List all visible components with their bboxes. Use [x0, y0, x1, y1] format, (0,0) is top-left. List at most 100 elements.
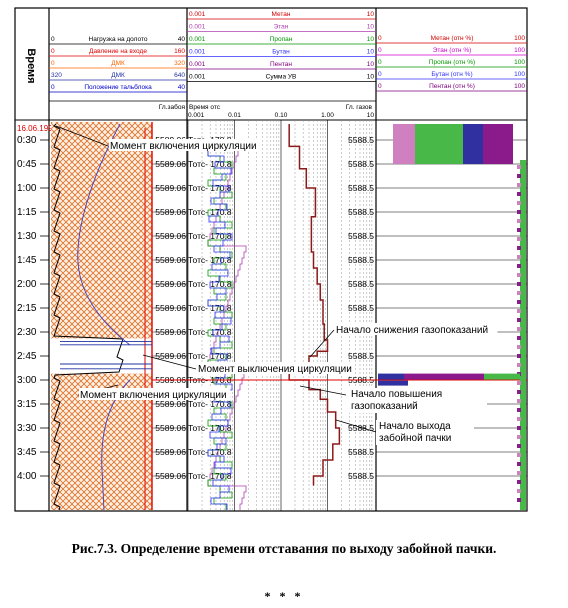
ratio-edge-mark [517, 345, 521, 349]
param-min: 0.001 [189, 11, 206, 18]
ratio-edge-mark [517, 390, 521, 394]
lag-time-label: Тотс- 170.8 [188, 447, 232, 457]
param-min: 0.001 [189, 61, 206, 68]
vertical-label: Время [25, 48, 37, 83]
gas-depth-label: 5588.5 [348, 471, 374, 481]
ratio-edge-mark [517, 489, 521, 493]
annotation-leader [309, 329, 335, 358]
param-name: Положение тальблока [84, 83, 152, 91]
ratio-edge-mark [517, 327, 521, 331]
lag-time-label: Тотс- 170.8 [188, 207, 232, 217]
outer-border [14, 7, 528, 512]
param-name: Давление на входе [89, 48, 147, 55]
wob-trace [53, 123, 124, 511]
param-max: 10 [367, 11, 375, 18]
ratio-edge-mark [517, 336, 521, 340]
ratio-edge-mark [517, 480, 521, 484]
ratio-edge-mark [517, 435, 521, 439]
param-max: 100 [514, 83, 525, 90]
param-max: 10 [367, 36, 375, 43]
param-max: 10 [367, 61, 375, 68]
gas-depth-label: 5588.5 [348, 423, 374, 433]
param-min: 0 [378, 59, 382, 66]
param-min: 0.001 [189, 49, 206, 56]
ratio-edge-mark [517, 399, 521, 403]
param-name: Нагрузка на долото [89, 36, 148, 43]
param-min: 0 [378, 35, 382, 42]
bit-depth-label: 5589.06 [155, 231, 186, 241]
bit-depth-label: 5589.06 [155, 351, 186, 361]
time-tick-label: 1:30 [17, 231, 37, 242]
ratio-edge-mark [517, 282, 521, 286]
lag-time-label: Тотс- 170.8 [188, 255, 232, 265]
lag-time-label: Тотс- 170.8 [188, 399, 232, 409]
ratio-edge-mark [517, 237, 521, 241]
param-min: 0 [51, 48, 55, 55]
gas-depth-label: 5588.5 [348, 231, 374, 241]
bit-depth-label: 5589.06 [155, 471, 186, 481]
param-min: 0 [378, 71, 382, 78]
circulation-hatch [51, 122, 152, 510]
param-name: Пентан [270, 61, 292, 68]
param-name: Метан (отн %) [431, 35, 474, 42]
annotation-text: забойной пачки [379, 432, 451, 444]
date-label: 16.06.199 [17, 124, 53, 133]
param-name: Пентан (отн %) [429, 83, 475, 90]
param-min: 0 [51, 60, 55, 67]
param-max: 40 [178, 84, 186, 91]
ratio-edge-mark [517, 264, 521, 268]
ratio-edge-mark [517, 255, 521, 259]
chart-body: 16.06.199 0:30 0:45 1:00 1:15 1:30 1:45 2:00 2:1… [17, 120, 527, 511]
lag-time-label: Тотс- 170.8 [188, 327, 232, 337]
col-time-label: Время отс [189, 104, 221, 111]
param-name: Сумма УВ [266, 74, 297, 81]
ratio-edge-mark [517, 273, 521, 277]
gas-depth-label: 5588.5 [348, 303, 374, 313]
annotation-text: Момент включения циркуляции [80, 390, 227, 401]
col-depth-label: Гл.забоя [159, 103, 186, 111]
time-tick-label: 4:00 [17, 471, 37, 482]
figure-caption: Рис.7.3. Определение времени отставания … [71, 541, 497, 556]
lag-time-label: Тотс- 170.8 [188, 303, 232, 313]
bit-depth-label: 5589.06 [155, 207, 186, 217]
ratio-edge-mark [517, 201, 521, 205]
param-name: Этан [274, 24, 289, 31]
annotation-leader [335, 419, 377, 433]
param-min: 320 [51, 72, 62, 79]
ratio-edge-mark [517, 354, 521, 358]
param-min: 0 [378, 47, 382, 54]
annotation-leader [142, 354, 197, 370]
ratio-edge-mark [517, 246, 521, 250]
log-tick-label: 0.01 [228, 112, 241, 119]
param-min: 0 [51, 84, 55, 91]
time-tick-label: 0:30 [17, 135, 37, 146]
ratio-edge-mark [517, 165, 521, 169]
gas-depth-label: 5588.5 [348, 159, 374, 169]
bit-depth-label: 5589.06 [155, 159, 186, 169]
lag-time-label: Тотс- 170.8 [188, 183, 232, 193]
ratio-edge-mark [517, 318, 521, 322]
hook-trace [77, 123, 131, 511]
annotation-bg [376, 420, 474, 445]
param-max: 10 [367, 24, 375, 31]
annotation-bg [197, 362, 354, 374]
time-tick-label: 0:45 [17, 159, 37, 170]
ratio-block [378, 380, 408, 386]
ratio-edge-mark [517, 219, 521, 223]
annotation-leader [299, 385, 347, 396]
log-tick-label: 10 [367, 112, 375, 119]
param-max: 320 [174, 60, 185, 67]
header: Время 0 Нагрузка на долото 40 0 Давление на в… [25, 11, 527, 119]
ratio-edge-mark [517, 210, 521, 214]
gas-depth-label: 5588.5 [348, 279, 374, 289]
ratio-edge-mark [517, 408, 521, 412]
ratio-edge-mark [517, 228, 521, 232]
time-tick-label: 2:15 [17, 303, 37, 314]
component-trace [207, 149, 233, 510]
param-max: 40 [178, 36, 186, 43]
chart-panel: Время 0 Нагрузка на долото 40 0 Давление на в… [14, 7, 528, 512]
annotation-text: Начало повышения [351, 389, 442, 400]
annotation-leader [55, 125, 109, 147]
param-max: 100 [514, 47, 525, 54]
annotation-text: Момент включения циркуляции [110, 141, 257, 152]
